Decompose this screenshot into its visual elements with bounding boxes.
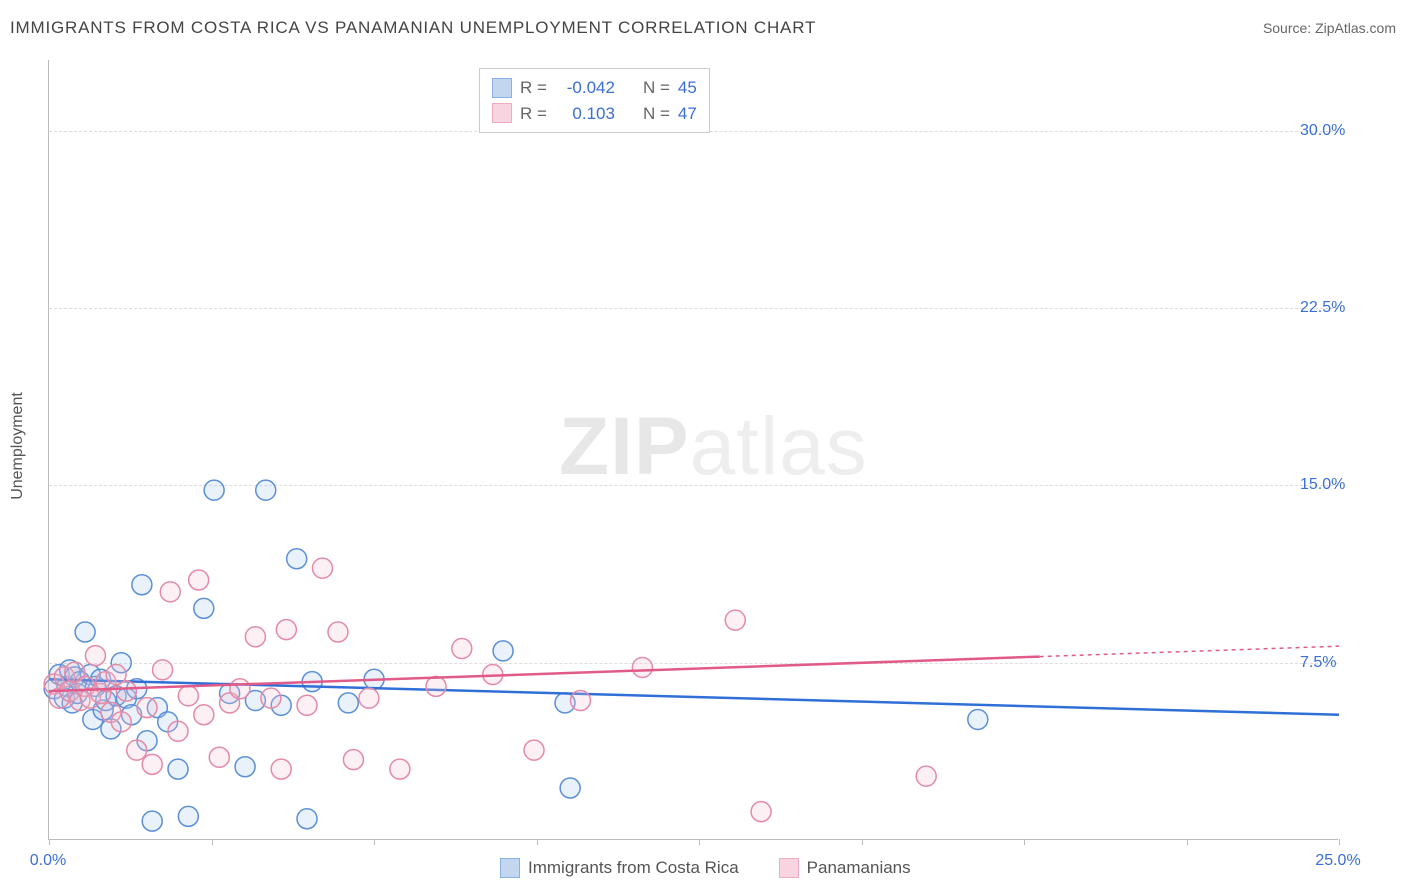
- source-attribution: Source: ZipAtlas.com: [1263, 20, 1396, 36]
- data-point: [160, 582, 180, 602]
- data-point: [189, 570, 209, 590]
- legend-r-label: R =: [520, 101, 547, 127]
- x-tick: [537, 839, 538, 845]
- header: IMMIGRANTS FROM COSTA RICA VS PANAMANIAN…: [10, 18, 1396, 38]
- data-point: [312, 558, 332, 578]
- data-point: [271, 759, 291, 779]
- source-link[interactable]: ZipAtlas.com: [1315, 20, 1396, 36]
- source-prefix: Source:: [1263, 20, 1315, 36]
- data-point: [338, 693, 358, 713]
- data-point: [570, 691, 590, 711]
- x-tick-label: 25.0%: [1315, 852, 1360, 870]
- data-point: [142, 811, 162, 831]
- legend-series-label: Panamanians: [807, 858, 911, 878]
- data-point: [111, 712, 131, 732]
- data-point: [204, 480, 224, 500]
- data-point: [168, 721, 188, 741]
- x-tick: [699, 839, 700, 845]
- data-point: [261, 688, 281, 708]
- legend-swatch: [500, 858, 520, 878]
- data-point: [153, 660, 173, 680]
- legend-r-value: -0.042: [555, 75, 615, 101]
- data-point: [178, 806, 198, 826]
- data-point: [276, 620, 296, 640]
- data-point: [297, 809, 317, 829]
- trend-line: [49, 657, 1040, 691]
- data-point: [328, 622, 348, 642]
- data-point: [287, 549, 307, 569]
- data-point: [493, 641, 513, 661]
- trend-line-extrapolated: [1040, 646, 1339, 656]
- legend-n-value: 47: [678, 101, 697, 127]
- data-point: [452, 639, 472, 659]
- legend-swatch: [492, 78, 512, 98]
- data-point: [132, 575, 152, 595]
- data-point: [524, 740, 544, 760]
- legend-n-value: 45: [678, 75, 697, 101]
- plot-area: ZIPatlas R =-0.042N =45R =0.103N =47: [48, 60, 1338, 840]
- data-point: [560, 778, 580, 798]
- data-point: [916, 766, 936, 786]
- legend-row: R = 0.103 N = 47: [492, 101, 697, 127]
- y-tick-label: 22.5%: [1300, 299, 1345, 317]
- data-point: [168, 759, 188, 779]
- legend-n-label: N =: [643, 75, 670, 101]
- legend-n-label: N =: [643, 101, 670, 127]
- x-tick: [212, 839, 213, 845]
- data-point: [751, 802, 771, 822]
- series-legend: Immigrants from Costa Rica Panamanians: [500, 858, 911, 878]
- x-tick: [1024, 839, 1025, 845]
- x-tick: [1187, 839, 1188, 845]
- legend-swatch: [492, 103, 512, 123]
- legend-series-label: Immigrants from Costa Rica: [528, 858, 739, 878]
- x-tick-label: 0.0%: [30, 852, 66, 870]
- x-tick: [862, 839, 863, 845]
- chart-title: IMMIGRANTS FROM COSTA RICA VS PANAMANIAN…: [10, 18, 816, 38]
- legend-item: Immigrants from Costa Rica: [500, 858, 739, 878]
- data-point: [725, 610, 745, 630]
- data-point: [85, 646, 105, 666]
- data-point: [137, 698, 157, 718]
- y-tick-label: 15.0%: [1300, 476, 1345, 494]
- data-point: [230, 679, 250, 699]
- y-tick-label: 30.0%: [1300, 122, 1345, 140]
- data-point: [127, 740, 147, 760]
- data-point: [142, 754, 162, 774]
- data-point: [178, 686, 198, 706]
- data-point: [116, 681, 136, 701]
- data-point: [632, 657, 652, 677]
- data-point: [390, 759, 410, 779]
- scatter-chart: [49, 60, 1339, 840]
- data-point: [297, 695, 317, 715]
- x-tick: [374, 839, 375, 845]
- data-point: [75, 622, 95, 642]
- legend-item: Panamanians: [779, 858, 911, 878]
- correlation-legend: R = -0.042 N = 45 R = 0.103 N = 47: [479, 68, 710, 133]
- data-point: [256, 480, 276, 500]
- y-axis-label: Unemployment: [9, 392, 27, 500]
- data-point: [968, 709, 988, 729]
- x-tick: [49, 839, 50, 845]
- legend-row: R = -0.042 N = 45: [492, 75, 697, 101]
- x-tick: [1339, 839, 1340, 845]
- data-point: [426, 676, 446, 696]
- legend-swatch: [779, 858, 799, 878]
- data-point: [194, 598, 214, 618]
- data-point: [209, 747, 229, 767]
- data-point: [245, 627, 265, 647]
- data-point: [359, 688, 379, 708]
- data-point: [343, 750, 363, 770]
- y-tick-label: 7.5%: [1300, 654, 1336, 672]
- data-point: [194, 705, 214, 725]
- legend-r-value: 0.103: [555, 101, 615, 127]
- legend-r-label: R =: [520, 75, 547, 101]
- data-point: [235, 757, 255, 777]
